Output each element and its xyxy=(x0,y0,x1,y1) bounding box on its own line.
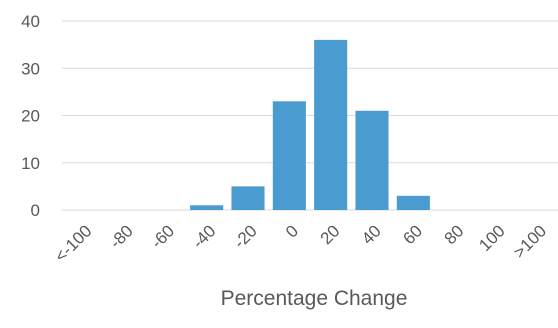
gridlines xyxy=(62,20,558,211)
x-tick-label: -20 xyxy=(230,221,261,252)
x-axis-title: Percentage Change xyxy=(221,287,408,310)
x-tick-label: 60 xyxy=(399,221,426,248)
x-axis-ticks: <-100 -80 -60 -40 -20 0 20 40 60 80 100 >100 xyxy=(51,221,550,266)
bar-20 xyxy=(314,39,348,211)
bar-40 xyxy=(355,110,389,210)
bar--40 xyxy=(190,205,224,210)
y-tick-label: 40 xyxy=(21,12,40,31)
x-tick-label: 100 xyxy=(475,221,508,254)
bar--20 xyxy=(231,186,265,210)
x-tick-label: 80 xyxy=(441,221,468,248)
x-tick-label: >100 xyxy=(510,221,551,262)
y-tick-label: 30 xyxy=(21,59,40,78)
x-tick-label: 0 xyxy=(282,221,302,241)
y-tick-label: 0 xyxy=(31,201,40,220)
y-tick-label: 10 xyxy=(21,154,40,173)
x-tick-label: 40 xyxy=(358,221,385,248)
x-tick-label: -80 xyxy=(106,221,137,252)
bar-60 xyxy=(396,195,430,210)
y-axis-ticks: 0 10 20 30 40 xyxy=(21,12,40,220)
y-tick-label: 20 xyxy=(21,107,40,126)
x-tick-label: <-100 xyxy=(51,221,96,266)
bar-0 xyxy=(272,101,306,210)
x-tick-label: -40 xyxy=(189,221,220,252)
bars xyxy=(190,39,430,211)
x-tick-label: 20 xyxy=(317,221,344,248)
x-tick-label: -60 xyxy=(147,221,178,252)
